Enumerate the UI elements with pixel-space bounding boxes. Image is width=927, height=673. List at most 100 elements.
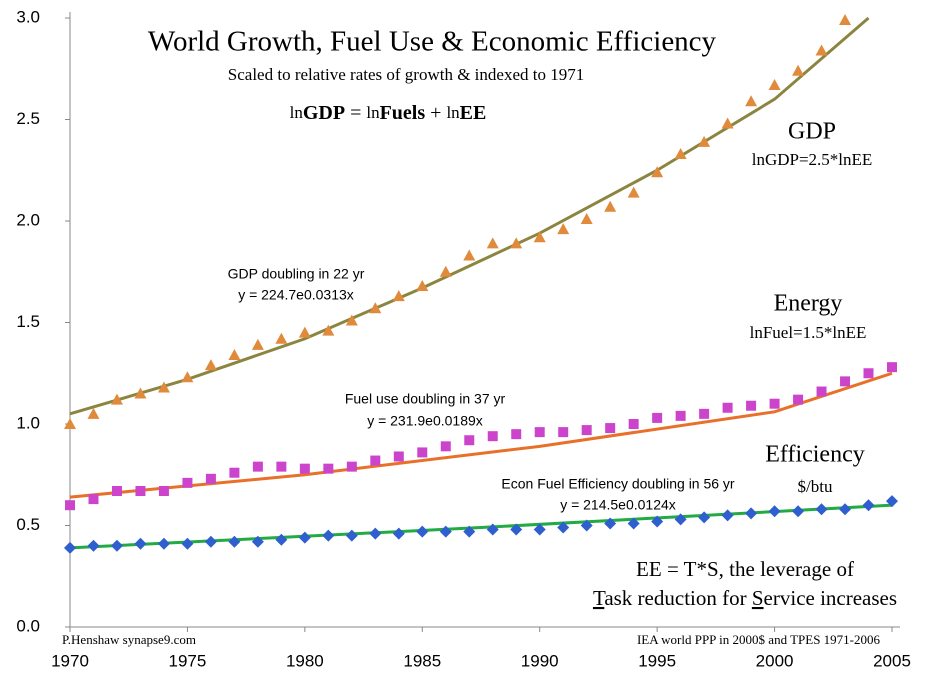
point — [393, 451, 404, 462]
formula-part: ln — [446, 103, 460, 122]
point — [110, 393, 123, 405]
point — [251, 535, 264, 548]
point — [464, 435, 475, 446]
note-part: S — [752, 586, 764, 610]
point — [674, 513, 687, 526]
point — [604, 517, 617, 530]
annotation: GDP — [788, 119, 836, 145]
point — [392, 290, 405, 302]
point — [322, 324, 335, 336]
point — [439, 525, 452, 538]
annotation: GDP doubling in 22 yr — [228, 266, 365, 282]
point — [275, 533, 288, 546]
note-part: ask reduction for — [604, 586, 752, 610]
y-tick-label: 0.0 — [16, 616, 40, 635]
point — [486, 523, 499, 536]
point — [792, 64, 805, 76]
point — [510, 523, 523, 536]
point — [581, 425, 592, 436]
point — [674, 148, 687, 160]
point — [463, 525, 476, 538]
point — [627, 517, 640, 530]
point — [158, 485, 169, 496]
point — [769, 398, 780, 409]
point — [275, 332, 288, 344]
point — [557, 223, 570, 235]
point — [840, 376, 851, 387]
y-tick-label: 0.5 — [16, 515, 40, 534]
point — [182, 477, 193, 488]
point — [205, 473, 216, 484]
point — [627, 186, 640, 198]
formula: lnGDP = lnFuels + lnEE — [290, 102, 487, 124]
point — [510, 237, 523, 249]
trend-line — [69, 503, 893, 550]
point — [721, 117, 734, 129]
point — [793, 394, 804, 405]
formula-part: Fuels — [380, 102, 426, 124]
point — [392, 527, 405, 540]
point — [135, 485, 146, 496]
point — [511, 429, 522, 440]
trend-line — [69, 16, 870, 416]
point — [369, 527, 382, 540]
annotation: $/btu — [798, 477, 833, 496]
point — [605, 423, 616, 434]
y-tick-label: 1.5 — [16, 312, 40, 331]
point — [88, 494, 99, 505]
point — [440, 441, 451, 452]
annotation: Econ Fuel Efficiency doubling in 56 yr — [501, 476, 735, 492]
point — [87, 539, 100, 552]
point — [580, 519, 593, 532]
formula-part: GDP — [303, 102, 345, 124]
point — [64, 541, 76, 554]
point — [416, 279, 429, 291]
point — [768, 78, 781, 90]
point — [580, 212, 593, 224]
point — [65, 500, 75, 511]
point — [699, 408, 710, 419]
point — [204, 535, 217, 548]
annotation: lnFuel=1.5*lnEE — [750, 323, 867, 342]
annotation: Fuel use doubling in 37 yr — [345, 391, 506, 407]
point — [252, 461, 263, 472]
note-part: ervice increases — [764, 586, 898, 610]
y-tick-label: 2.5 — [16, 109, 40, 128]
point — [299, 463, 310, 474]
point — [746, 400, 757, 411]
annotation: y = 214.5e0.0124x — [560, 497, 676, 513]
point — [157, 537, 170, 550]
point — [698, 135, 711, 147]
point — [887, 362, 897, 373]
point — [87, 407, 100, 419]
point — [251, 338, 264, 350]
point — [863, 368, 874, 379]
point — [439, 265, 452, 277]
point — [181, 537, 194, 550]
point — [228, 535, 241, 548]
x-tick-label: 2000 — [756, 651, 794, 670]
point — [111, 485, 122, 496]
formula-part: = — [345, 102, 366, 124]
chart-subtitle: Scaled to relative rates of growth & ind… — [228, 65, 584, 84]
point — [533, 231, 546, 243]
point — [675, 410, 686, 421]
point — [228, 348, 241, 360]
point — [369, 302, 382, 314]
annotation: Energy — [774, 291, 843, 317]
x-tick-label: 1975 — [169, 651, 207, 670]
point — [651, 515, 664, 528]
point — [322, 529, 335, 542]
point — [229, 467, 240, 478]
formula-part: ln — [366, 103, 380, 122]
annotation: lnGDP=2.5*lnEE — [752, 150, 873, 169]
point — [815, 44, 828, 56]
point — [204, 359, 217, 371]
point — [157, 381, 170, 393]
point — [486, 237, 499, 249]
y-tick-label: 1.0 — [16, 413, 40, 432]
x-tick-label: 1995 — [638, 651, 676, 670]
point — [134, 387, 147, 399]
point — [64, 418, 76, 429]
point — [533, 523, 546, 536]
